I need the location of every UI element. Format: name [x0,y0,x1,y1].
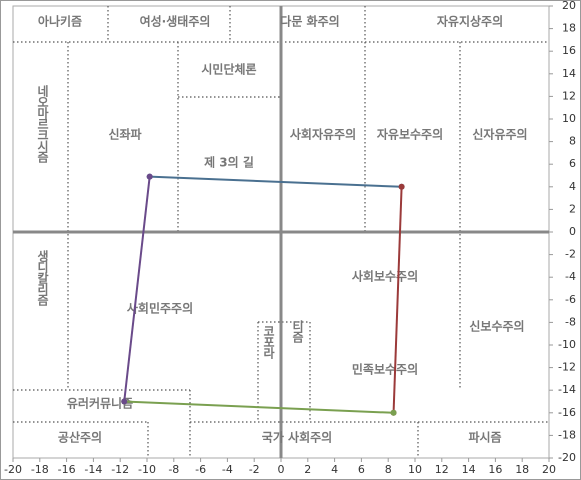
y-tick-label: 8 [569,135,576,148]
region-label: 사회자유주의 [290,127,356,142]
y-tick-label: -20 [558,451,576,464]
x-tick-label: 8 [385,463,392,476]
x-tick-label: 20 [542,463,556,476]
x-tick-label: -4 [222,463,233,476]
y-tick-label: -12 [558,361,576,374]
y-tick-label: -2 [565,248,576,261]
y-tick-label: -18 [558,428,576,441]
y-tick-label: 18 [562,22,576,35]
point [146,173,153,180]
y-tick-label: -14 [558,383,576,396]
region-label: 코포라 [262,325,276,360]
region-label: 유러커뮤니즘 [67,396,133,411]
y-tick-label: -16 [558,406,576,419]
x-tick-label: 10 [408,463,422,476]
y-tick-label: 4 [569,180,576,193]
region-label: 민족보수주의 [352,362,418,377]
region-label: 시민단체론 [201,62,256,77]
x-tick-label: -18 [31,463,49,476]
region-label: 여성·생태주의 [140,14,211,29]
x-tick-label: -10 [138,463,156,476]
series-line [392,186,403,413]
region-label: 공산주의 [58,430,102,445]
region-label: 아나키즘 [38,14,82,29]
region-label: 자유보수주의 [377,127,443,142]
region-label: 국가 사회주의 [262,430,332,445]
region-label: 사회민주주의 [127,301,193,316]
x-tick-label: 14 [462,463,476,476]
y-tick-label: -8 [565,315,576,328]
x-tick-label: 4 [331,463,338,476]
y-tick-label: 12 [562,89,576,102]
region-label: 네오마르크시즘 [36,84,50,164]
series-line [124,400,394,414]
y-tick-label: 14 [562,67,576,80]
y-tick-label: 2 [569,202,576,215]
region-label: 자유지상주의 [437,14,503,29]
region-label: 신자유주의 [472,127,527,142]
region-label: 신보수주의 [469,319,524,334]
region-label: 제 3의 길 [204,155,254,170]
y-tick-label: -10 [558,338,576,351]
region-label: 생디칼리즘 [36,249,50,307]
y-tick-label: -4 [565,270,576,283]
x-tick-label: 16 [488,463,502,476]
x-tick-label: -2 [249,463,260,476]
point [398,183,405,190]
x-tick-label: 6 [358,463,365,476]
x-tick-label: 18 [515,463,529,476]
region-label: 티즘 [291,319,305,344]
y-tick-label: -6 [565,293,576,306]
point [121,398,128,405]
series-line [149,175,402,188]
region-label: 파시즘 [468,430,501,445]
region-label: 신좌파 [108,127,141,142]
y-tick-label: 6 [569,157,576,170]
point [390,409,397,416]
x-tick-label: 0 [278,463,285,476]
series-line [123,176,151,402]
region-label: 다문 화주의 [280,14,339,29]
x-tick-label: -20 [4,463,22,476]
x-tick-label: -12 [111,463,129,476]
y-tick-label: 10 [562,112,576,125]
x-tick-label: -16 [58,463,76,476]
x-tick-label: -8 [168,463,179,476]
x-tick-label: -6 [195,463,206,476]
y-tick-label: 16 [562,44,576,57]
x-tick-label: 2 [304,463,311,476]
x-tick-label: 12 [435,463,449,476]
x-tick-label: -14 [84,463,102,476]
region-label: 사회보수주의 [352,269,418,284]
y-tick-label: 0 [569,225,576,238]
y-tick-label: 20 [562,0,576,12]
